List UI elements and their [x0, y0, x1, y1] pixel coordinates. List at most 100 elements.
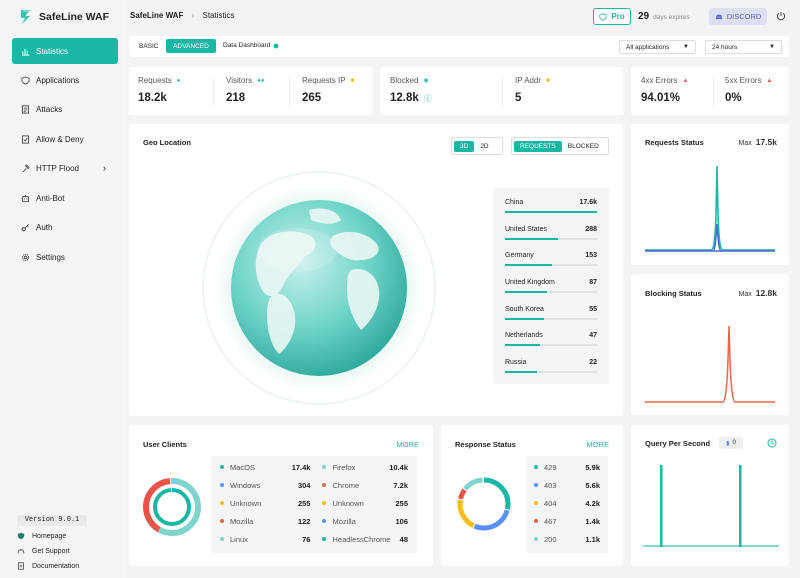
breadcrumb: SafeLine WAF › Statistics	[130, 11, 235, 20]
country-bar-fill	[505, 211, 597, 213]
list-item[interactable]: Windows 304	[220, 476, 310, 494]
view-3d-button[interactable]: 3D	[454, 140, 475, 152]
list-item-label: Unknown	[230, 498, 262, 508]
sidebar-item-anti-bot[interactable]: Anti-Bot	[12, 185, 118, 211]
max-label: Max	[738, 291, 752, 298]
tab-advanced[interactable]: ADVANCED	[166, 39, 216, 53]
list-item-value: 122	[297, 516, 311, 526]
pro-badge[interactable]: Pro	[593, 8, 631, 25]
list-item[interactable]: MacOS 17.4k	[220, 458, 310, 476]
legend-dot	[322, 519, 327, 523]
list-item-value: 1.1k	[585, 534, 600, 544]
stat-value: 94.01%	[641, 92, 681, 104]
stat-value: 5	[515, 92, 522, 104]
country-row[interactable]: Netherlands 47	[505, 328, 597, 355]
user-clients-more-link[interactable]: MORE	[396, 440, 420, 449]
country-row[interactable]: Germany 153	[505, 248, 597, 275]
data-dashboard-link[interactable]: Data Dashboard	[223, 42, 279, 49]
country-bar-fill	[505, 237, 559, 240]
blocked-stats-card: Blocked ◉ 12.8k ⓘ IP Addr ■ 5	[380, 67, 623, 115]
mode-blocked-button[interactable]: BLOCKED	[567, 142, 599, 150]
country-bar-track	[505, 344, 597, 347]
chevron-down-icon: ▼	[683, 44, 689, 50]
max-indicator: Max 12.8k	[738, 288, 777, 298]
app-name: SafeLine WAF	[39, 11, 110, 23]
application-select[interactable]: All applications ▼	[619, 40, 696, 54]
sidebar-item-applications[interactable]: Applications	[12, 67, 118, 93]
legend-dot	[220, 537, 224, 541]
country-value: 17.6k	[579, 199, 597, 206]
country-row[interactable]: China 17.6k	[505, 195, 597, 222]
logout-icon[interactable]	[776, 11, 786, 21]
country-value: 87	[589, 279, 597, 287]
list-item[interactable]: Firefox 10.4k	[322, 458, 408, 476]
country-row[interactable]: South Korea 55	[505, 302, 597, 329]
legend-dot	[534, 537, 538, 541]
list-item[interactable]: Mozilla 106	[322, 512, 408, 530]
list-item[interactable]: Linux 76	[220, 530, 310, 548]
footer-link-homepage[interactable]: Homepage	[17, 532, 66, 540]
list-item[interactable]: Unknown 255	[220, 494, 310, 512]
list-item-value: 1.4k	[585, 516, 600, 526]
sidebar-item-http-flood[interactable]: HTTP Flood ›	[12, 155, 118, 181]
divider	[713, 77, 714, 107]
discord-button[interactable]: DISCORD	[709, 8, 767, 25]
footer-link-documentation[interactable]: Documentation	[17, 562, 79, 570]
sidebar-item-attacks[interactable]: Attacks	[12, 96, 118, 122]
max-value: 17.5k	[755, 137, 777, 147]
pro-label: Pro	[611, 12, 625, 21]
footer-link-label: Homepage	[32, 532, 67, 540]
list-item[interactable]: 467 1.4k	[534, 512, 600, 530]
list-item-label: HeadlessChrome	[332, 534, 391, 544]
user-clients-list: MacOS 17.4k Windows 304 Unknown 255 Mozilla 122…	[211, 456, 417, 553]
key-icon	[21, 223, 29, 231]
list-item-label: 404	[544, 498, 557, 508]
user-clients-donut[interactable]	[139, 474, 205, 540]
list-item[interactable]: 429 5.9k	[534, 458, 600, 476]
blocking-status-card: Blocking Status Max 12.8k	[631, 274, 789, 415]
list-item[interactable]: 200 1.1k	[534, 530, 600, 548]
list-item[interactable]: HeadlessChrome 48	[322, 530, 408, 548]
list-item[interactable]: 404 4.2k	[534, 494, 600, 512]
info-icon[interactable]: ⓘ	[423, 94, 432, 103]
breadcrumb-app[interactable]: SafeLine WAF	[130, 11, 184, 20]
card-title: Requests Status	[645, 138, 704, 147]
list-item[interactable]: Chrome 7.2k	[322, 476, 408, 494]
response-status-more-link[interactable]: MORE	[586, 440, 610, 449]
clock-icon[interactable]	[767, 438, 777, 448]
list-item[interactable]: Mozilla 122	[220, 512, 310, 530]
sidebar-item-allow-deny[interactable]: Allow & Deny	[12, 126, 118, 152]
sidebar-item-settings[interactable]: Settings	[12, 244, 118, 270]
sidebar-item-statistics[interactable]: Statistics	[12, 38, 118, 64]
document-icon	[18, 562, 24, 570]
bar-chart-icon: ▮	[726, 440, 730, 447]
bar-chart-icon	[21, 48, 30, 56]
legend-dot	[220, 519, 224, 523]
app-logo[interactable]: SafeLine WAF	[18, 8, 128, 26]
tab-basic[interactable]: BASIC	[139, 43, 159, 50]
list-item-label: Firefox	[332, 462, 356, 472]
response-status-donut[interactable]	[453, 473, 515, 535]
country-row[interactable]: United States 288	[505, 222, 597, 249]
robot-icon	[21, 194, 30, 202]
view-2d-button[interactable]: 2D	[480, 142, 489, 150]
mode-requests-button[interactable]: REQUESTS	[514, 140, 562, 152]
application-select-value: All applications	[626, 43, 670, 51]
divider	[213, 77, 214, 107]
breadcrumb-page: Statistics	[202, 11, 235, 20]
blocking-status-area	[645, 325, 775, 403]
qps-badge: ▮ 0	[719, 437, 743, 449]
country-row[interactable]: Russia 22	[505, 355, 597, 382]
footer-link-support[interactable]: Get Support	[17, 547, 70, 555]
max-indicator: Max 17.5k	[738, 137, 777, 147]
pro-shield-icon	[599, 12, 607, 21]
sidebar-item-auth[interactable]: Auth	[12, 214, 118, 240]
country-bar-track	[505, 237, 597, 240]
country-row[interactable]: United Kingdom 87	[505, 275, 597, 302]
list-item[interactable]: 403 5.6k	[534, 476, 600, 494]
list-item[interactable]: Unknown 255	[322, 494, 408, 512]
country-name: Germany	[505, 252, 534, 260]
time-range-select[interactable]: 24 hours ▼	[705, 40, 782, 54]
globe[interactable]	[201, 170, 437, 406]
sidebar-item-label: Statistics	[36, 46, 69, 56]
